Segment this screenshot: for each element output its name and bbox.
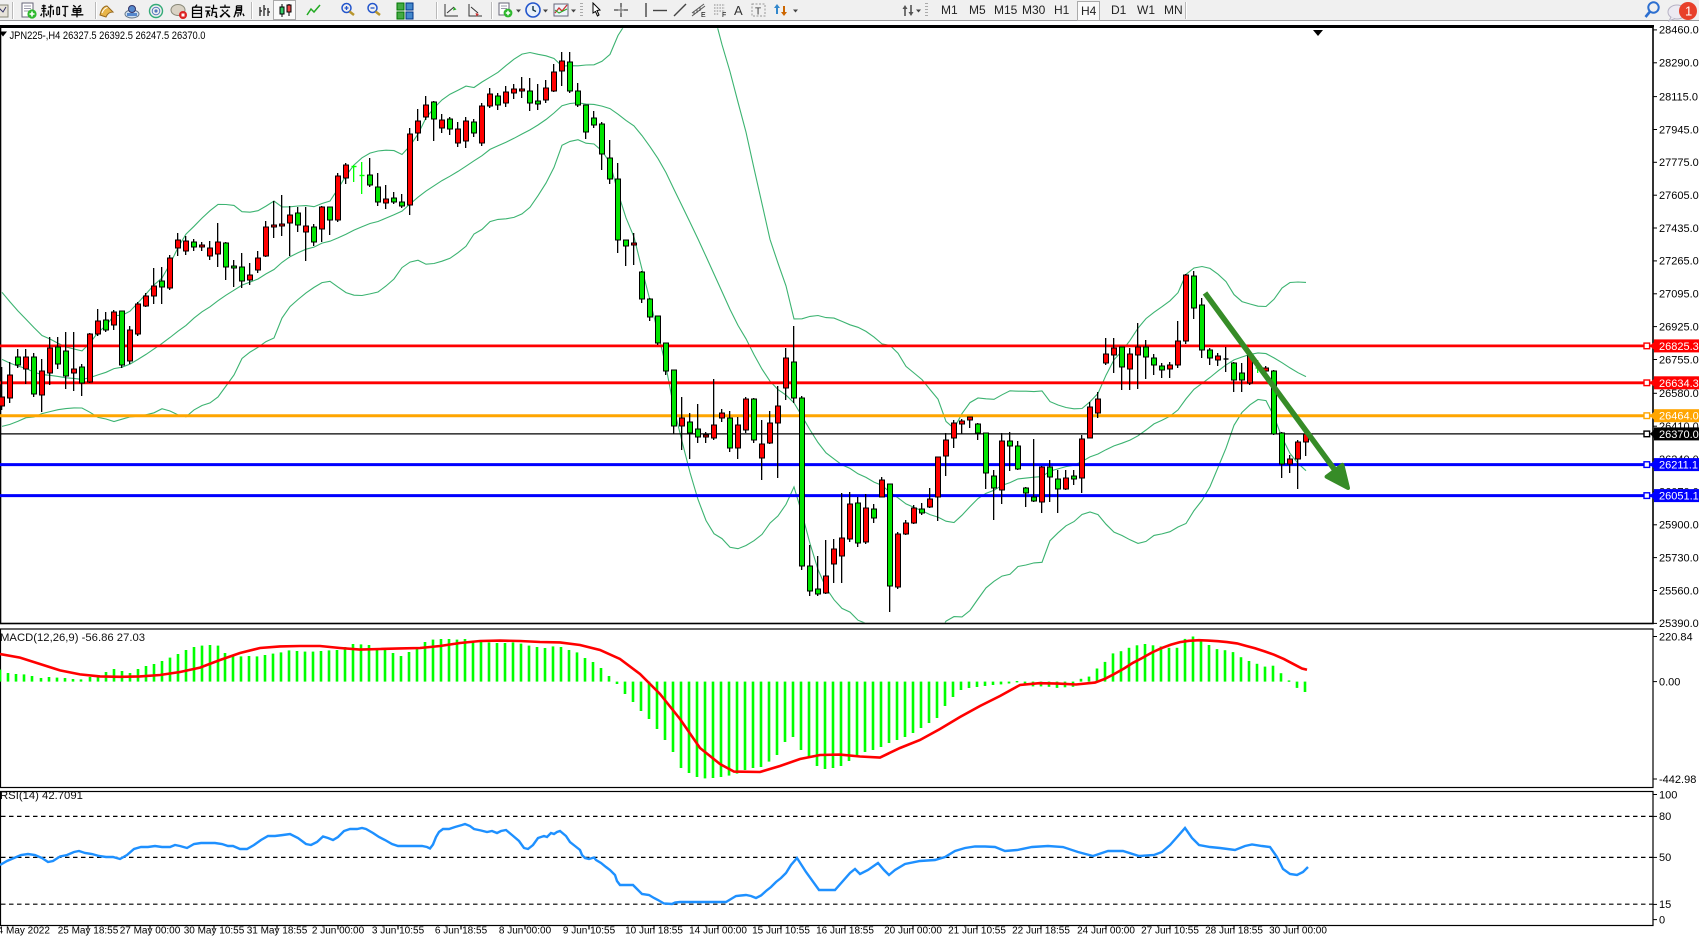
- svg-text:MACD(12,26,9) -56.86 27.03: MACD(12,26,9) -56.86 27.03: [0, 632, 145, 644]
- svg-text:15 Jun 10:55: 15 Jun 10:55: [752, 926, 810, 937]
- svg-text:T: T: [755, 7, 761, 18]
- svg-text:E: E: [701, 12, 706, 19]
- svg-text:27775.0: 27775.0: [1659, 157, 1699, 169]
- svg-text:1: 1: [1685, 4, 1692, 19]
- svg-text:27095.0: 27095.0: [1659, 289, 1699, 301]
- svg-text:-442.98: -442.98: [1659, 774, 1696, 786]
- svg-text:20 Jun 00:00: 20 Jun 00:00: [884, 926, 942, 937]
- svg-text:26211.1: 26211.1: [1659, 460, 1698, 472]
- svg-text:26051.1: 26051.1: [1659, 491, 1699, 503]
- svg-text:27 Jun 10:55: 27 Jun 10:55: [1141, 926, 1199, 937]
- svg-text:24 May 2022: 24 May 2022: [0, 926, 50, 937]
- svg-text:50: 50: [1659, 852, 1671, 864]
- svg-text:220.84: 220.84: [1659, 631, 1693, 643]
- svg-text:16 Jun 18:55: 16 Jun 18:55: [816, 926, 874, 937]
- svg-text:25 May 18:55: 25 May 18:55: [58, 926, 119, 937]
- svg-text:27435.0: 27435.0: [1659, 223, 1699, 235]
- svg-text:100: 100: [1659, 789, 1677, 801]
- svg-text:27605.0: 27605.0: [1659, 190, 1699, 202]
- svg-text:8 Jun 00:00: 8 Jun 00:00: [499, 926, 552, 937]
- svg-text:RSI(14) 42.7091: RSI(14) 42.7091: [0, 790, 83, 802]
- svg-text:26925.0: 26925.0: [1659, 321, 1699, 333]
- svg-text:0.00: 0.00: [1659, 676, 1680, 688]
- svg-text:80: 80: [1659, 811, 1671, 823]
- svg-text:28460.0: 28460.0: [1659, 25, 1699, 37]
- svg-text:14 Jun 00:00: 14 Jun 00:00: [689, 926, 747, 937]
- svg-text:26580.0: 26580.0: [1659, 388, 1699, 400]
- svg-text:26825.3: 26825.3: [1659, 341, 1699, 353]
- svg-text:JPN225-,H4 26327.5 26392.5 26: JPN225-,H4 26327.5 26392.5 26247.5 26370…: [10, 30, 206, 42]
- svg-text:25390.0: 25390.0: [1659, 618, 1699, 630]
- svg-text:28 Jun 18:55: 28 Jun 18:55: [1205, 926, 1263, 937]
- svg-text:24 Jun 00:00: 24 Jun 00:00: [1077, 926, 1135, 937]
- svg-text:F: F: [722, 12, 726, 19]
- svg-text:2 Jun 00:00: 2 Jun 00:00: [312, 926, 365, 937]
- svg-text:25730.0: 25730.0: [1659, 552, 1699, 564]
- svg-text:25560.0: 25560.0: [1659, 585, 1699, 597]
- svg-text:27945.0: 27945.0: [1659, 124, 1699, 136]
- svg-text:21 Jun 10:55: 21 Jun 10:55: [948, 926, 1006, 937]
- svg-text:3 Jun 10:55: 3 Jun 10:55: [372, 926, 425, 937]
- svg-text:A: A: [734, 3, 743, 18]
- svg-text:28115.0: 28115.0: [1659, 91, 1698, 103]
- svg-text:9 Jun 10:55: 9 Jun 10:55: [563, 926, 616, 937]
- svg-text:22 Jun 18:55: 22 Jun 18:55: [1012, 926, 1070, 937]
- svg-text:25900.0: 25900.0: [1659, 520, 1699, 532]
- svg-text:30 Jun 00:00: 30 Jun 00:00: [1269, 926, 1327, 937]
- svg-text:26370.0: 26370.0: [1659, 429, 1699, 441]
- svg-text:15: 15: [1659, 899, 1671, 911]
- svg-text:26755.0: 26755.0: [1659, 354, 1699, 366]
- svg-text:10 Jun 18:55: 10 Jun 18:55: [625, 926, 683, 937]
- svg-text:26634.3: 26634.3: [1659, 378, 1699, 390]
- svg-text:26464.0: 26464.0: [1659, 411, 1699, 423]
- svg-text:27 May 00:00: 27 May 00:00: [120, 926, 181, 937]
- svg-text:27265.0: 27265.0: [1659, 256, 1699, 268]
- svg-text:28290.0: 28290.0: [1659, 58, 1699, 70]
- svg-text:6 Jun 18:55: 6 Jun 18:55: [435, 926, 488, 937]
- svg-text:30 May 10:55: 30 May 10:55: [184, 926, 245, 937]
- svg-text:31 May 18:55: 31 May 18:55: [247, 926, 308, 937]
- svg-text:0: 0: [1659, 914, 1665, 926]
